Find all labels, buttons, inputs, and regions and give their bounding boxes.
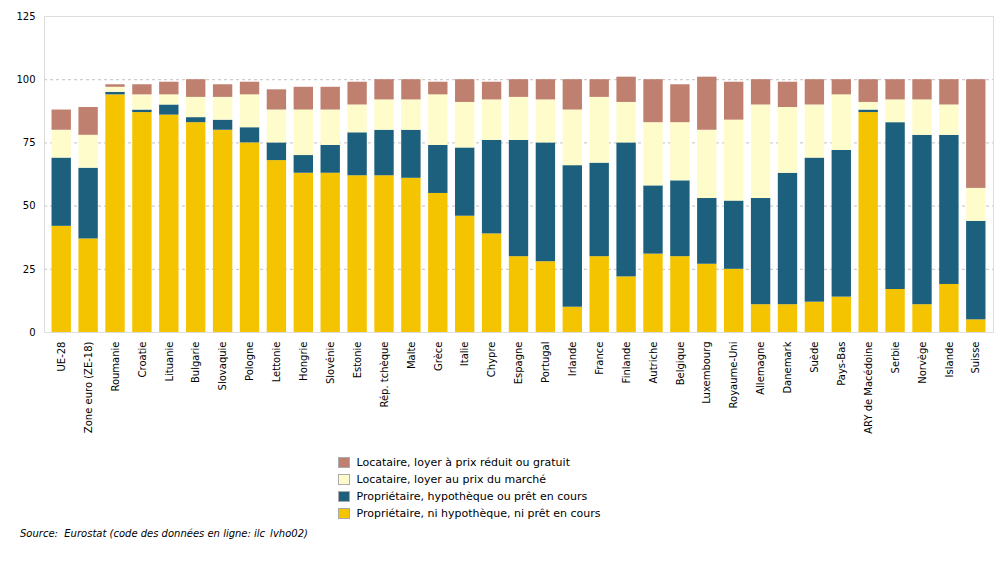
svg-text:Pays-Bas: Pays-Bas (836, 342, 847, 386)
svg-text:50: 50 (23, 200, 36, 211)
svg-text:Lettonie: Lettonie (271, 342, 282, 383)
svg-text:Norvège: Norvège (917, 342, 928, 384)
svg-text:Luxembourg: Luxembourg (701, 342, 712, 404)
svg-text:Danemark: Danemark (782, 341, 793, 393)
svg-text:Allemagne: Allemagne (755, 342, 766, 395)
svg-text:Grèce: Grèce (433, 342, 444, 371)
svg-text:Lituanie: Lituanie (164, 342, 175, 382)
html-text:Source: Eurostat (code des don: Source: Eurostat (code des données en li… (20, 528, 308, 539)
svg-text:ARY de Macédoine: ARY de Macédoine (863, 342, 874, 434)
svg-text:Malte: Malte (406, 342, 417, 370)
svg-text:Bulgarie: Bulgarie (190, 342, 201, 384)
svg-text:125: 125 (16, 11, 35, 22)
svg-text:Espagne: Espagne (513, 342, 524, 385)
svg-text:Roumanie: Roumanie (110, 342, 121, 392)
svg-text:Suède: Suède (809, 342, 820, 373)
svg-text:0: 0 (29, 327, 35, 338)
svg-text:Portugal: Portugal (540, 342, 551, 383)
svg-text:Finlande: Finlande (621, 342, 632, 384)
html-text:Propriétaire, ni hypothèque, n: Propriétaire, ni hypothèque, ni prêt en … (356, 507, 601, 520)
svg-text:Serbie: Serbie (890, 342, 901, 374)
svg-text:Chypre: Chypre (486, 342, 497, 378)
svg-text:Croatie: Croatie (137, 342, 148, 378)
svg-text:Slovénie: Slovénie (325, 342, 336, 385)
svg-text:Islande: Islande (944, 342, 955, 378)
svg-text:France: France (594, 342, 605, 375)
svg-text:Pologne: Pologne (244, 342, 255, 382)
svg-text:Royaume-Uni: Royaume-Uni (728, 342, 739, 409)
svg-text:Suisse: Suisse (970, 342, 981, 374)
svg-text:Zone euro (ZE-18): Zone euro (ZE-18) (83, 341, 94, 433)
svg-text:100: 100 (16, 74, 35, 85)
html-text:Propriétaire, hypothèque ou pr: Propriétaire, hypothèque ou prêt en cour… (356, 490, 588, 503)
html-text:Locataire, loyer au prix du ma: Locataire, loyer au prix du marché (356, 473, 546, 486)
svg-text:25: 25 (23, 264, 36, 275)
svg-text:75: 75 (23, 137, 36, 148)
svg-text:Estonie: Estonie (352, 342, 363, 379)
svg-text:Rép. tchèque: Rép. tchèque (379, 342, 390, 408)
svg-text:Irlande: Irlande (567, 342, 578, 377)
html-text:Locataire, loyer à prix réduit: Locataire, loyer à prix réduit ou gratui… (356, 456, 570, 469)
svg-text:Belgique: Belgique (675, 342, 686, 386)
svg-text:UE-28: UE-28 (56, 342, 67, 372)
svg-text:Slovaquie: Slovaquie (217, 342, 228, 391)
svg-text:Autriche: Autriche (648, 342, 659, 384)
svg-text:Hongrie: Hongrie (298, 342, 309, 381)
svg-text:Italie: Italie (459, 342, 470, 367)
